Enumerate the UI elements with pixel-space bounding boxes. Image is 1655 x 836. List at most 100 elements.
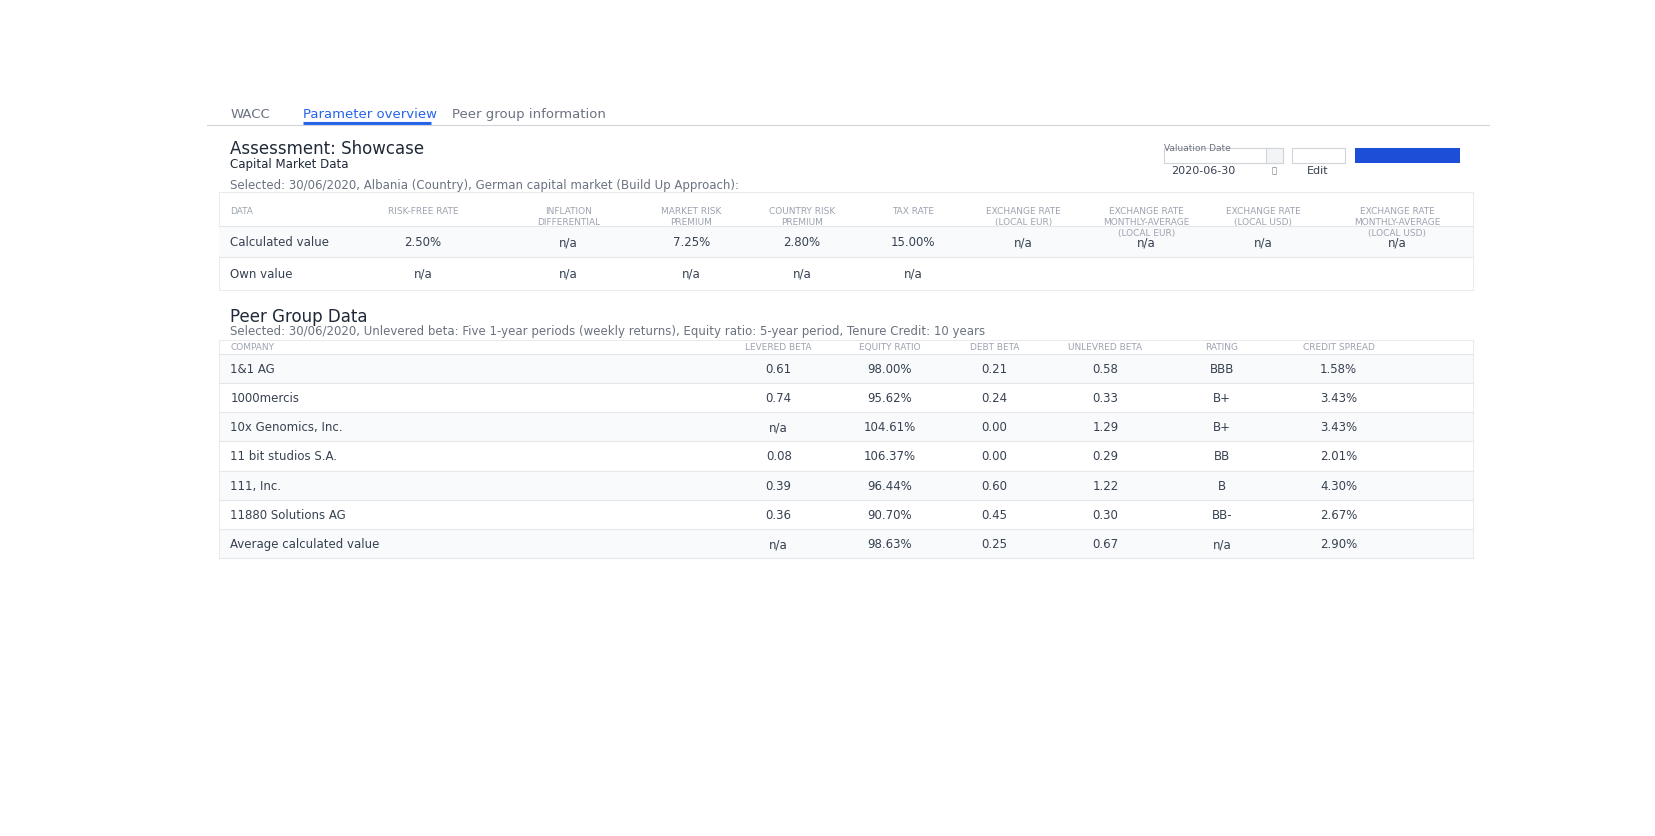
Text: 0.39: 0.39 xyxy=(765,479,791,492)
Text: B+: B+ xyxy=(1213,391,1230,405)
Text: Valuation Date: Valuation Date xyxy=(1163,144,1230,153)
Text: 95.62%: 95.62% xyxy=(867,391,912,405)
Bar xyxy=(218,529,1471,558)
Text: 0.00: 0.00 xyxy=(981,450,1006,463)
Bar xyxy=(1291,149,1344,164)
Text: n/a: n/a xyxy=(1387,236,1405,249)
Bar xyxy=(1266,149,1283,164)
Text: 2.01%: 2.01% xyxy=(1319,450,1357,463)
Text: EXCHANGE RATE
(LOCAL USD): EXCHANGE RATE (LOCAL USD) xyxy=(1225,206,1299,227)
Text: CREDIT SPREAD: CREDIT SPREAD xyxy=(1302,343,1374,352)
Text: 0.74: 0.74 xyxy=(765,391,791,405)
Text: n/a: n/a xyxy=(682,268,700,281)
Text: 3.43%: 3.43% xyxy=(1319,421,1357,434)
Bar xyxy=(218,471,1471,500)
Text: 0.24: 0.24 xyxy=(981,391,1006,405)
Text: 3.43%: 3.43% xyxy=(1319,391,1357,405)
Text: 1.29: 1.29 xyxy=(1092,421,1117,434)
Text: n/a: n/a xyxy=(793,268,811,281)
Bar xyxy=(218,354,1471,384)
Text: EXCHANGE RATE
(LOCAL EUR): EXCHANGE RATE (LOCAL EUR) xyxy=(986,206,1061,227)
Text: 90.70%: 90.70% xyxy=(867,508,912,522)
Text: Assessment: Showcase: Assessment: Showcase xyxy=(230,140,424,158)
Bar xyxy=(218,413,1471,441)
Text: 4.30%: 4.30% xyxy=(1319,479,1357,492)
Text: 98.63%: 98.63% xyxy=(867,538,912,551)
Text: Peer Group Data: Peer Group Data xyxy=(230,308,367,326)
Text: RISK-FREE RATE: RISK-FREE RATE xyxy=(387,206,458,216)
Text: 2.50%: 2.50% xyxy=(404,236,442,249)
Text: COMPANY: COMPANY xyxy=(230,343,275,352)
Text: 0.67: 0.67 xyxy=(1092,538,1117,551)
Text: 🗓: 🗓 xyxy=(1271,166,1276,176)
Bar xyxy=(218,227,1471,258)
Text: Average calculated value: Average calculated value xyxy=(230,538,379,551)
Text: INFLATION
DIFFERENTIAL: INFLATION DIFFERENTIAL xyxy=(536,206,599,227)
Text: 0.33: 0.33 xyxy=(1092,391,1117,405)
Text: TAX RATE: TAX RATE xyxy=(892,206,933,216)
Text: COUNTRY RISK
PREMIUM: COUNTRY RISK PREMIUM xyxy=(768,206,834,227)
Text: n/a: n/a xyxy=(1211,538,1231,551)
Text: BB-: BB- xyxy=(1211,508,1231,522)
Text: 98.00%: 98.00% xyxy=(867,362,912,375)
Text: 1.58%: 1.58% xyxy=(1319,362,1357,375)
Text: 0.25: 0.25 xyxy=(981,538,1006,551)
Text: 1.22: 1.22 xyxy=(1092,479,1117,492)
Bar xyxy=(1163,149,1283,164)
Text: Capital Market Data: Capital Market Data xyxy=(230,158,349,171)
Text: n/a: n/a xyxy=(1135,236,1155,249)
Text: 11 bit studios S.A.: 11 bit studios S.A. xyxy=(230,450,338,463)
Text: 0.58: 0.58 xyxy=(1092,362,1117,375)
Bar xyxy=(1354,149,1460,164)
Text: 0.60: 0.60 xyxy=(981,479,1006,492)
Text: n/a: n/a xyxy=(1015,236,1033,249)
Bar xyxy=(218,192,1471,291)
Text: WACC: WACC xyxy=(230,108,270,120)
Text: 0.30: 0.30 xyxy=(1092,508,1117,522)
Text: EXCHANGE RATE
MONTHLY-AVERAGE
(LOCAL USD): EXCHANGE RATE MONTHLY-AVERAGE (LOCAL USD… xyxy=(1354,206,1440,237)
Text: DEBT BETA: DEBT BETA xyxy=(970,343,1018,352)
Text: EQUITY RATIO: EQUITY RATIO xyxy=(859,343,920,352)
Text: BB: BB xyxy=(1213,450,1230,463)
Text: 106.37%: 106.37% xyxy=(862,450,915,463)
Text: MARKET RISK
PREMIUM: MARKET RISK PREMIUM xyxy=(660,206,722,227)
Text: 111, Inc.: 111, Inc. xyxy=(230,479,281,492)
Text: BBB: BBB xyxy=(1210,362,1233,375)
Text: 11880 Solutions AG: 11880 Solutions AG xyxy=(230,508,346,522)
Text: 0.21: 0.21 xyxy=(981,362,1006,375)
Text: Peer group information: Peer group information xyxy=(452,108,606,120)
Text: 10x Genomics, Inc.: 10x Genomics, Inc. xyxy=(230,421,343,434)
Text: n/a: n/a xyxy=(414,268,432,281)
Text: 104.61%: 104.61% xyxy=(862,421,915,434)
Text: 0.29: 0.29 xyxy=(1092,450,1117,463)
Text: Selected: 30/06/2020, Unlevered beta: Five 1-year periods (weekly returns), Equi: Selected: 30/06/2020, Unlevered beta: Fi… xyxy=(230,325,985,338)
Text: RATING: RATING xyxy=(1205,343,1238,352)
Text: 2.90%: 2.90% xyxy=(1319,538,1357,551)
Text: 1000mercis: 1000mercis xyxy=(230,391,300,405)
Text: Selected: 30/06/2020, Albania (Country), German capital market (Build Up Approac: Selected: 30/06/2020, Albania (Country),… xyxy=(230,179,738,191)
Text: Edit: Edit xyxy=(1306,166,1327,176)
Text: EXCHANGE RATE
MONTHLY-AVERAGE
(LOCAL EUR): EXCHANGE RATE MONTHLY-AVERAGE (LOCAL EUR… xyxy=(1102,206,1188,237)
Text: Download: Download xyxy=(1379,166,1435,176)
Text: B: B xyxy=(1218,479,1225,492)
Text: n/a: n/a xyxy=(559,268,578,281)
Text: n/a: n/a xyxy=(770,421,788,434)
Text: 0.00: 0.00 xyxy=(981,421,1006,434)
Text: 96.44%: 96.44% xyxy=(867,479,912,492)
Text: n/a: n/a xyxy=(1253,236,1271,249)
Text: LEVERED BETA: LEVERED BETA xyxy=(745,343,811,352)
Text: 0.61: 0.61 xyxy=(765,362,791,375)
Text: DATA: DATA xyxy=(230,206,253,216)
Text: 2.67%: 2.67% xyxy=(1319,508,1357,522)
Text: Calculated value: Calculated value xyxy=(230,236,329,249)
Text: n/a: n/a xyxy=(904,268,922,281)
Text: 2020-06-30: 2020-06-30 xyxy=(1170,166,1235,176)
Text: 0.45: 0.45 xyxy=(981,508,1006,522)
Text: 1&1 AG: 1&1 AG xyxy=(230,362,275,375)
Text: 0.08: 0.08 xyxy=(765,450,791,463)
Text: 7.25%: 7.25% xyxy=(672,236,710,249)
Text: Own value: Own value xyxy=(230,268,293,281)
Text: 2.80%: 2.80% xyxy=(783,236,821,249)
Text: n/a: n/a xyxy=(559,236,578,249)
Text: n/a: n/a xyxy=(770,538,788,551)
